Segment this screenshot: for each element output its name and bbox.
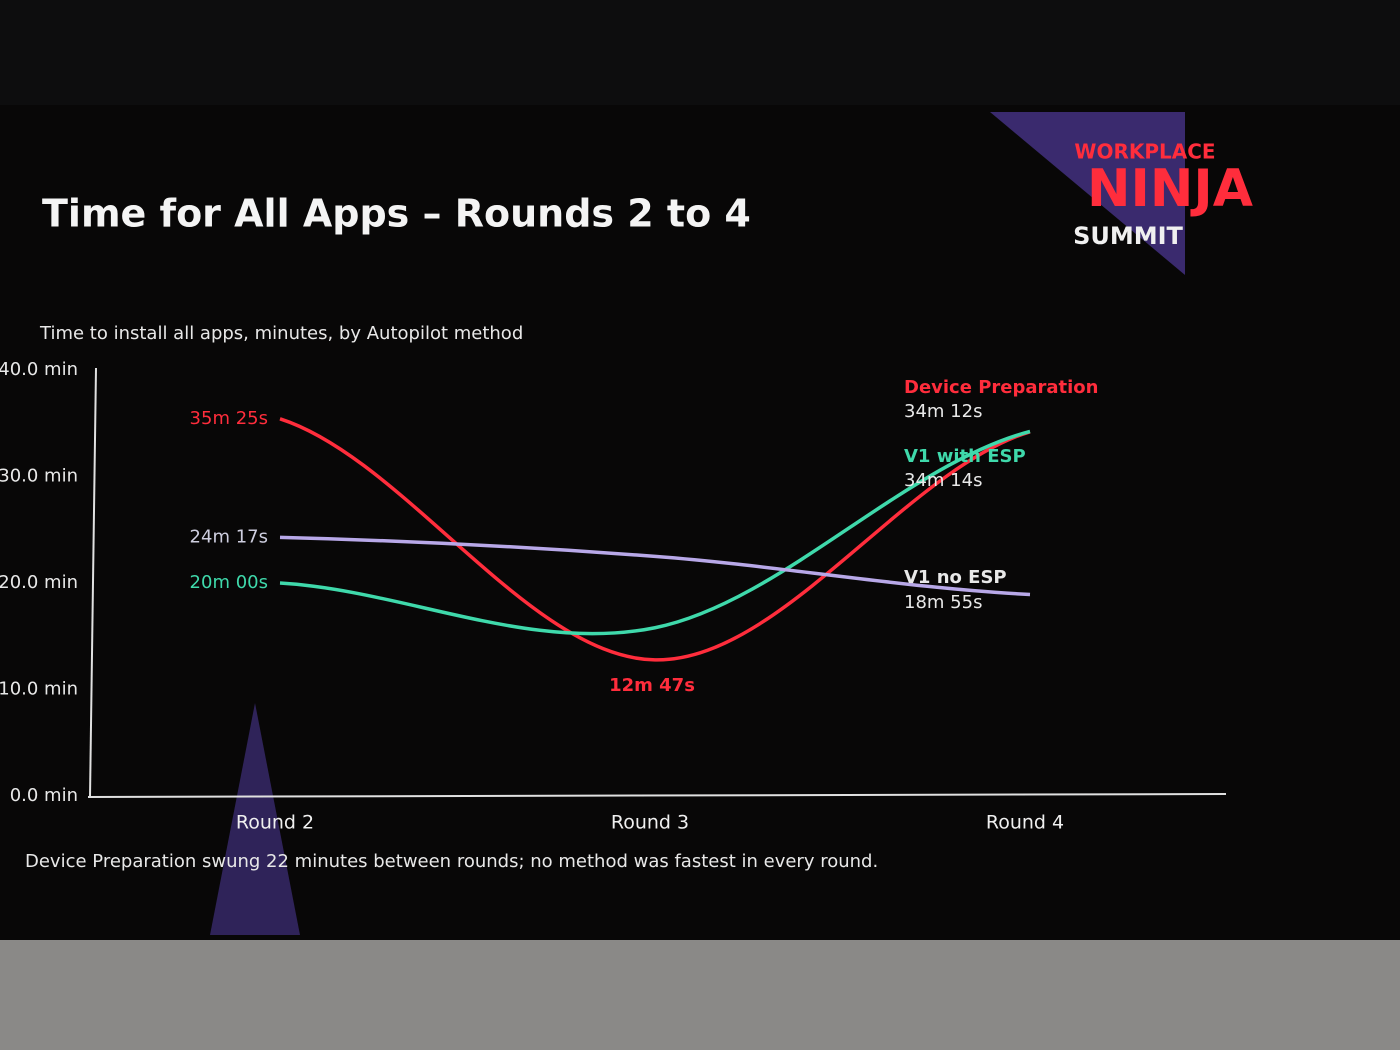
x-axis xyxy=(87,793,1227,798)
value-label: 18m 55s xyxy=(904,592,982,613)
chart-title: Time for All Apps – Rounds 2 to 4 xyxy=(42,192,751,236)
value-label: 35m 25s xyxy=(190,408,268,429)
light-beam xyxy=(210,703,300,935)
x-tick-label: Round 3 xyxy=(611,812,689,834)
chart-note: Device Preparation swung 22 minutes betw… xyxy=(25,851,878,872)
value-label: 34m 14s xyxy=(904,470,982,491)
legend-label: Device Preparation xyxy=(904,377,1098,398)
y-tick-label: 40.0 min xyxy=(0,359,78,380)
y-tick-label: 0.0 min xyxy=(10,785,78,806)
y-tick-label: 20.0 min xyxy=(0,572,78,593)
legend-label: V1 no ESP xyxy=(904,567,1007,588)
y-tick-label: 10.0 min xyxy=(0,679,78,700)
series-line xyxy=(279,429,1031,636)
value-label: 12m 47s xyxy=(609,675,695,696)
logo-line2: NINJA xyxy=(1087,159,1253,219)
chart-subtitle: Time to install all apps, minutes, by Au… xyxy=(39,323,523,344)
series-line xyxy=(279,417,1031,662)
stage-wall xyxy=(0,940,1400,1050)
x-tick-label: Round 2 xyxy=(236,812,314,834)
y-axis xyxy=(89,367,97,798)
y-tick-label: 30.0 min xyxy=(0,466,78,487)
x-tick-label: Round 4 xyxy=(986,812,1064,834)
series-line xyxy=(279,535,1031,597)
logo-shape xyxy=(990,112,1185,275)
value-label: 24m 17s xyxy=(190,526,268,547)
legend-label: V1 with ESP xyxy=(904,446,1026,467)
logo-line3: SUMMIT xyxy=(1073,222,1183,250)
value-label: 20m 00s xyxy=(190,572,268,593)
logo-line1: WORKPLACE xyxy=(1074,140,1215,164)
value-label: 34m 12s xyxy=(904,401,982,422)
